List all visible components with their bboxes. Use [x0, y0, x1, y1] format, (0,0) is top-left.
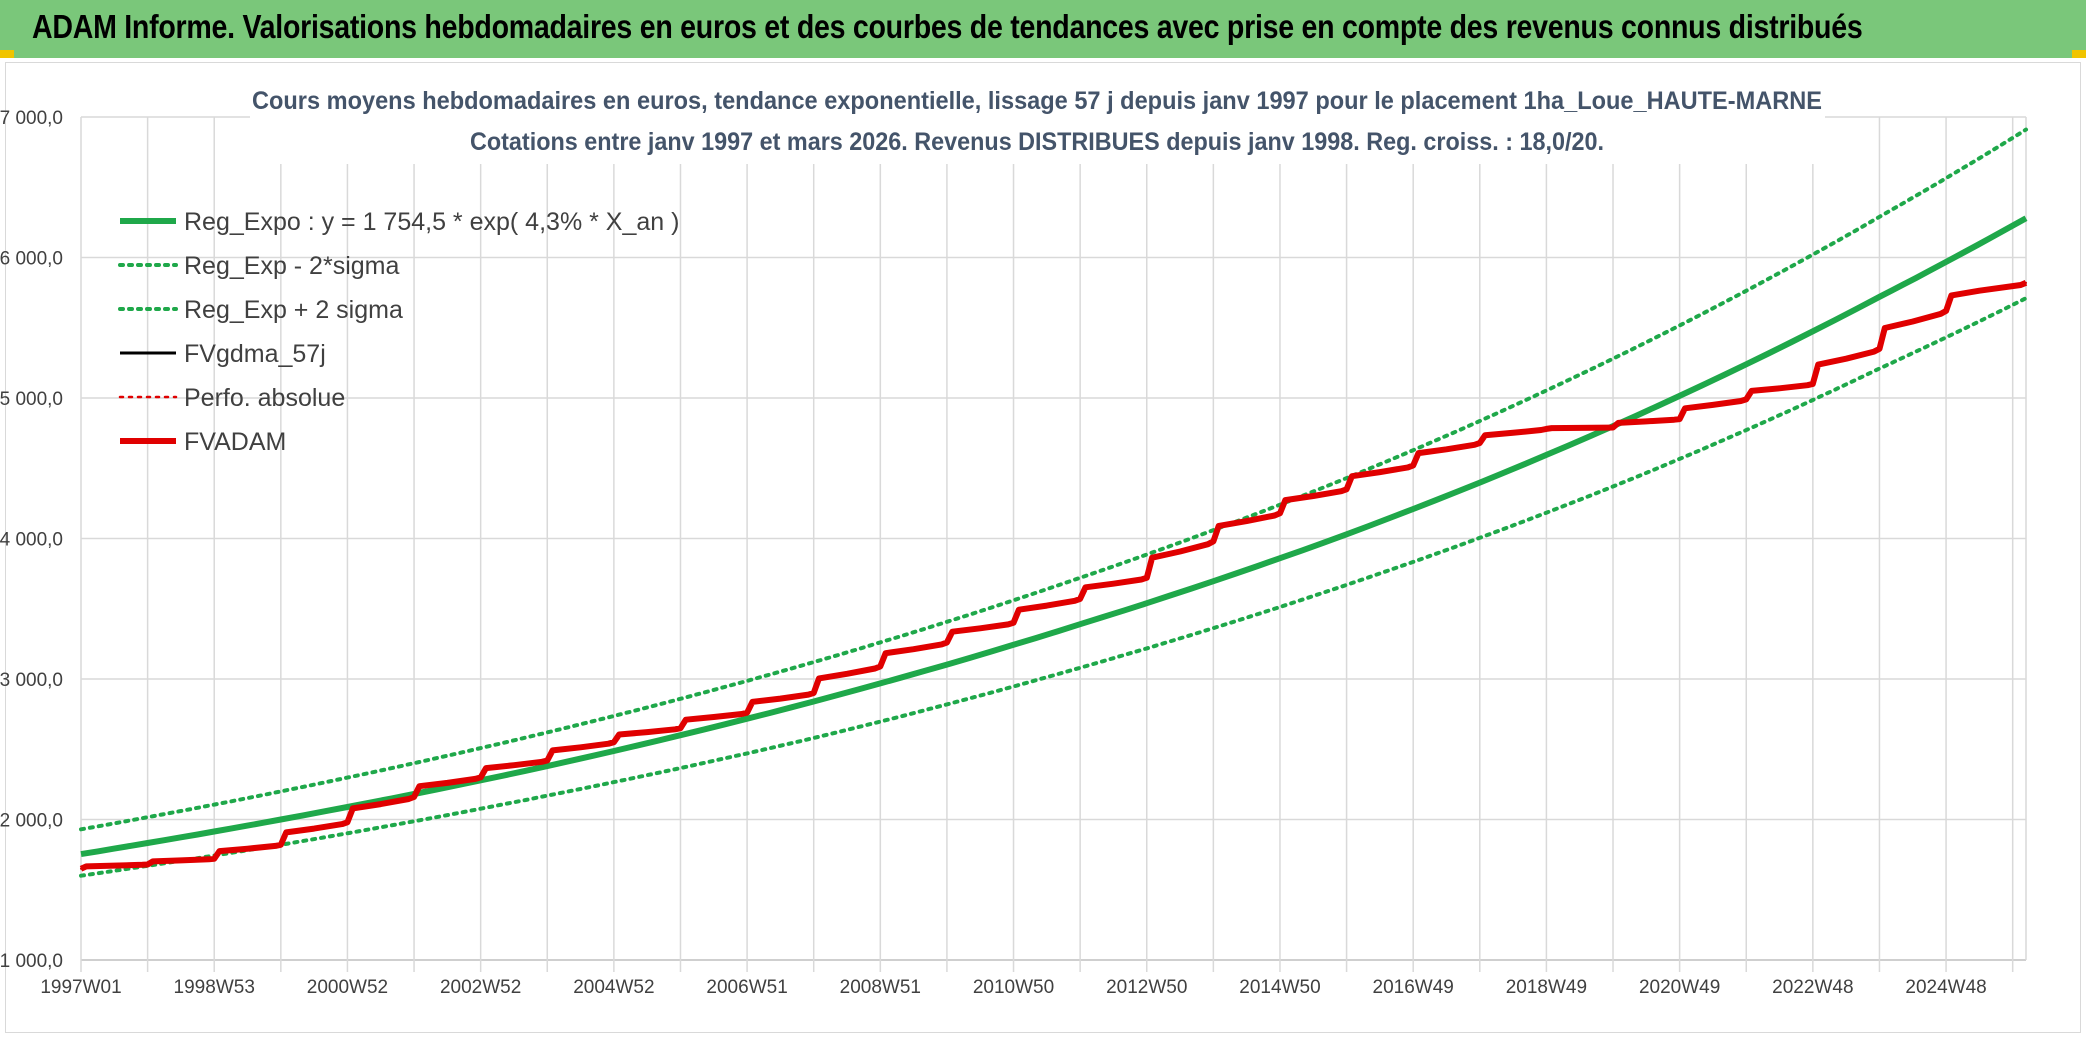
legend-perfo-label: Perfo. absolue	[184, 384, 345, 412]
x-tick-label: 1998W53	[174, 977, 255, 998]
y-tick-label: 6 000,0	[0, 249, 63, 270]
chart-title-background	[250, 80, 1825, 164]
x-tick-label: 2024W48	[1905, 977, 1986, 998]
legend-reg-exp-minus-label: Reg_Exp - 2*sigma	[184, 252, 399, 280]
title-layer: Cours moyens hebdomadaires en euros, ten…	[250, 80, 1825, 164]
x-tick-label: 2010W50	[973, 977, 1054, 998]
banner-corner-marker-left	[0, 50, 14, 58]
x-tick-label: 2002W52	[440, 977, 521, 998]
legend-reg-exp-plus-label: Reg_Exp + 2 sigma	[184, 296, 403, 324]
x-tick-label: 2018W49	[1506, 977, 1587, 998]
y-tick-label: 2 000,0	[0, 811, 63, 832]
x-tick-label: 2014W50	[1239, 977, 1320, 998]
x-tick-label: 2020W49	[1639, 977, 1720, 998]
x-tick-label: 2022W48	[1772, 977, 1853, 998]
banner-corner-marker-right	[2072, 50, 2086, 58]
legend-fvadam-label: FVADAM	[184, 428, 286, 456]
chart-area	[5, 62, 2081, 1033]
header-banner: ADAM Informe. Valorisations hebdomadaire…	[0, 0, 2086, 58]
series-layer	[79, 127, 2028, 878]
grid-layer	[80, 116, 2027, 972]
x-tick-label: 2006W51	[706, 977, 787, 998]
chart-subtitle: Cotations entre janv 1997 et mars 2026. …	[470, 128, 1604, 156]
y-tick-label: 7 000,0	[0, 108, 63, 129]
fvadam-line	[79, 280, 2028, 872]
y-tick-label: 3 000,0	[0, 670, 63, 691]
x-tick-label: 2004W52	[573, 977, 654, 998]
x-tick-label: 2012W50	[1106, 977, 1187, 998]
x-tick-label: 2000W52	[307, 977, 388, 998]
y-tick-label: 5 000,0	[0, 389, 63, 410]
x-tick-label: 1997W01	[40, 977, 121, 998]
legend-reg-expo-label: Reg_Expo : y = 1 754,5 * exp( 4,3% * X_a…	[184, 208, 679, 236]
reg-exp-plus-2sigma-line	[79, 127, 2028, 832]
chart-title: Cours moyens hebdomadaires en euros, ten…	[252, 87, 1822, 115]
y-tick-label: 4 000,0	[0, 530, 63, 551]
x-tick-label: 2016W49	[1373, 977, 1454, 998]
banner-title: ADAM Informe. Valorisations hebdomadaire…	[32, 8, 1863, 45]
y-tick-label: 1 000,0	[0, 951, 63, 972]
x-tick-label: 2008W51	[840, 977, 921, 998]
legend-fvgdma-label: FVgdma_57j	[184, 340, 326, 368]
legend: Reg_Expo : y = 1 754,5 * exp( 4,3% * X_a…	[118, 208, 679, 456]
reg-expo-line	[80, 215, 2028, 858]
reg-exp-minus-2sigma-line	[79, 296, 2028, 878]
axis-layer: 1 000,0 2 000,0 3 000,0 4 000,0 5 000,0 6 000…	[0, 108, 1987, 998]
